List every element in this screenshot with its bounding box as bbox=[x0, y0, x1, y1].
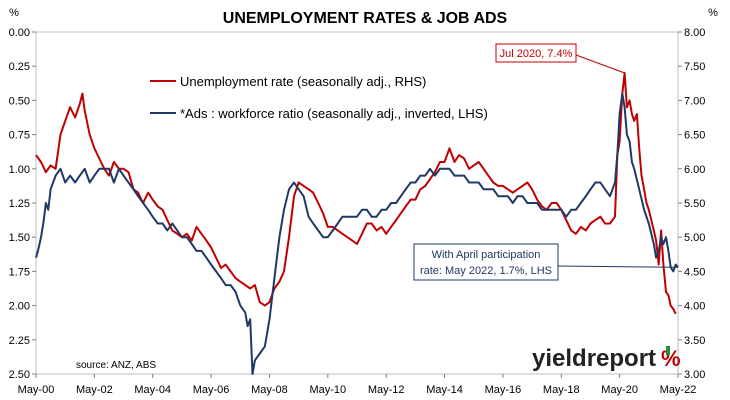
series-layer bbox=[35, 72, 679, 375]
x-tick-label: May-20 bbox=[601, 384, 638, 396]
annotation-april-leader bbox=[557, 265, 679, 268]
left-tick-label: 1.75 bbox=[9, 266, 30, 278]
legend-label-unemployment: Unemployment rate (seasonally adj., RHS) bbox=[180, 74, 426, 89]
yieldreport-logo: yieldreport % bbox=[532, 345, 681, 372]
left-tick-label: 2.25 bbox=[9, 335, 30, 347]
right-axis: 3.00 3.50 4.00 4.50 5.00 5.50 6.00 6.50 7.00 7.50… bbox=[678, 27, 705, 381]
right-tick-label: 8.00 bbox=[684, 27, 705, 39]
logo-word-report: report bbox=[587, 345, 656, 372]
x-tick-label: May-02 bbox=[76, 384, 113, 396]
left-tick-label: 1.00 bbox=[9, 164, 30, 176]
logo-text: yieldreport bbox=[532, 345, 656, 372]
annotation-jul-2020-leader bbox=[575, 54, 625, 74]
annotation-jul-2020: Jul 2020, 7.4% bbox=[495, 43, 625, 74]
source-note: source: ANZ, ABS bbox=[76, 360, 156, 371]
logo-percent-symbol: % bbox=[661, 346, 681, 371]
series-line-ads-workforce-ratio bbox=[35, 92, 679, 375]
right-tick-label: 5.50 bbox=[684, 198, 705, 210]
legend-label-ads-ratio: *Ads : workforce ratio (seasonally adj.,… bbox=[180, 106, 488, 121]
right-tick-label: 4.50 bbox=[684, 266, 705, 278]
x-tick-label: May-10 bbox=[309, 384, 346, 396]
right-tick-label: 7.00 bbox=[684, 95, 705, 107]
left-tick-label: 1.25 bbox=[9, 198, 30, 210]
x-tick-label: May-06 bbox=[193, 384, 230, 396]
x-tick-label: May-12 bbox=[368, 384, 405, 396]
chart-title: UNEMPLOYMENT RATES & JOB ADS bbox=[223, 10, 508, 27]
right-tick-label: 3.50 bbox=[684, 335, 705, 347]
x-tick-label: May-16 bbox=[485, 384, 522, 396]
left-tick-label: 0.75 bbox=[9, 130, 30, 142]
left-axis-unit: % bbox=[9, 7, 19, 19]
logo-green-bar bbox=[666, 346, 670, 355]
annotation-jul-2020-text: Jul 2020, 7.4% bbox=[500, 48, 573, 60]
left-tick-label: 0.25 bbox=[9, 61, 30, 73]
right-tick-label: 4.00 bbox=[684, 301, 705, 313]
x-tick-label: May-18 bbox=[543, 384, 580, 396]
x-tick-label: May-22 bbox=[660, 384, 697, 396]
series-line-unemployment-rate bbox=[35, 72, 677, 315]
x-tick-label: May-00 bbox=[18, 384, 55, 396]
right-tick-label: 6.50 bbox=[684, 130, 705, 142]
right-tick-label: 6.00 bbox=[684, 164, 705, 176]
left-tick-label: 1.50 bbox=[9, 232, 30, 244]
annotation-april-line2: rate: May 2022, 1.7%, LHS bbox=[420, 265, 552, 277]
annotation-april-box bbox=[413, 243, 559, 281]
left-tick-label: 2.50 bbox=[9, 369, 30, 381]
left-tick-label: 0.00 bbox=[9, 27, 30, 39]
right-tick-label: 7.50 bbox=[684, 61, 705, 73]
left-tick-label: 2.00 bbox=[9, 301, 30, 313]
legend: Unemployment rate (seasonally adj., RHS)… bbox=[150, 74, 488, 121]
annotation-jul-2020-box bbox=[495, 43, 577, 63]
logo-word-yield: yield bbox=[532, 345, 587, 372]
annotation-april-line1: With April participation bbox=[432, 249, 541, 261]
right-axis-unit: % bbox=[708, 7, 718, 19]
right-tick-label: 5.00 bbox=[684, 232, 705, 244]
left-tick-label: 0.50 bbox=[9, 95, 30, 107]
x-tick-label: May-04 bbox=[134, 384, 171, 396]
annotation-april-participation: With April participation rate: May 2022,… bbox=[413, 243, 679, 281]
left-axis: 0.00 0.25 0.50 0.75 1.00 1.25 1.50 1.75 2.00 2.25… bbox=[9, 27, 36, 381]
x-tick-label: May-14 bbox=[426, 384, 463, 396]
right-tick-label: 3.00 bbox=[684, 369, 705, 381]
x-axis: May-00 May-02 May-04 May-06 May-08 May-10 May-… bbox=[18, 374, 697, 396]
x-tick-label: May-08 bbox=[251, 384, 288, 396]
